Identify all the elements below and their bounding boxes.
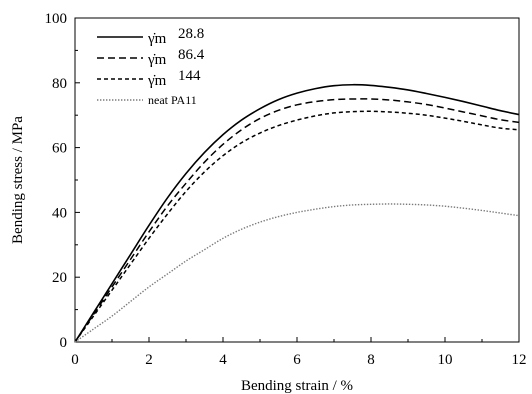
legend-symbol: γ̇m bbox=[147, 73, 167, 89]
x-tick-label: 12 bbox=[512, 352, 527, 368]
legend-value: 144 bbox=[178, 68, 201, 84]
legend-label: neat PA11 bbox=[148, 93, 197, 107]
y-tick-label: 40 bbox=[52, 205, 67, 221]
series-group bbox=[74, 83, 520, 343]
y-axis-title: Bending stress / MPa bbox=[10, 116, 26, 244]
legend-symbol: γ̇m bbox=[147, 52, 167, 68]
axes: 0 2 4 6 8 10 12 0 20 40 60 80 100 bbox=[45, 11, 527, 368]
x-tick-label: 4 bbox=[219, 352, 227, 368]
series-line-2 bbox=[74, 98, 520, 343]
x-axis-title: Bending strain / % bbox=[241, 378, 353, 394]
y-tick-label: 100 bbox=[45, 11, 68, 27]
legend-symbol: γ̇m bbox=[147, 31, 167, 47]
x-tick-label: 2 bbox=[145, 352, 153, 368]
legend-value: 86.4 bbox=[178, 47, 205, 63]
x-tick-label: 8 bbox=[367, 352, 375, 368]
legend-value: 28.8 bbox=[178, 26, 204, 42]
y-tick-label: 60 bbox=[52, 141, 67, 157]
series-line-4 bbox=[74, 203, 520, 343]
y-tick-label: 80 bbox=[52, 76, 67, 92]
legend: γ̇m 28.8 γ̇m 86.4 γ̇m 144 neat PA11 bbox=[97, 26, 205, 107]
x-tick-label: 0 bbox=[71, 352, 79, 368]
y-tick-label: 20 bbox=[52, 270, 67, 286]
y-tick-label: 0 bbox=[60, 335, 68, 351]
series-line-3 bbox=[74, 110, 520, 343]
x-tick-label: 10 bbox=[438, 352, 453, 368]
x-tick-label: 6 bbox=[293, 352, 301, 368]
series-line-1 bbox=[74, 83, 520, 343]
